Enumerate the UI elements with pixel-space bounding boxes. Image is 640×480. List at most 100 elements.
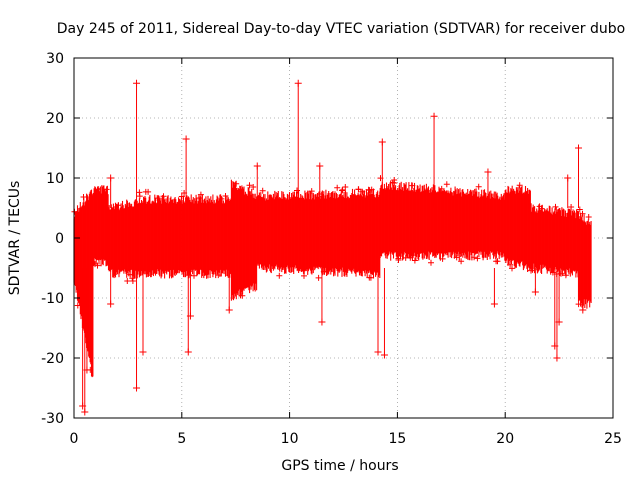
spike-marker [555, 318, 563, 326]
x-tick-label: 15 [388, 431, 406, 447]
spike-marker [374, 348, 382, 356]
data-point-marker [94, 186, 101, 193]
data-point-marker [516, 182, 523, 189]
data-point-marker [458, 258, 465, 265]
data-point-marker [391, 180, 398, 186]
data-point-marker [552, 203, 559, 210]
data-point-marker [507, 261, 514, 268]
data-point-marker [196, 195, 203, 201]
data-point-marker [334, 184, 341, 191]
data-point-marker [215, 272, 222, 279]
data-point-marker [191, 272, 197, 279]
x-tick-label: 5 [177, 431, 186, 447]
data-point-marker [136, 193, 143, 200]
data-point-marker [342, 184, 349, 190]
spike-marker [380, 351, 388, 359]
spike-marker [484, 168, 492, 176]
y-tick-label: 30 [46, 51, 64, 67]
data-point-marker [536, 203, 543, 210]
data-point-marker [294, 187, 300, 194]
x-tick-label: 25 [604, 431, 622, 447]
data-point-marker [367, 274, 374, 281]
data-point-marker [127, 271, 134, 278]
data-point-marker [250, 184, 257, 190]
data-point-marker [579, 210, 586, 217]
spike-marker [575, 144, 583, 152]
data-point-marker [233, 180, 240, 187]
spike-marker [186, 312, 194, 320]
data-point-marker [259, 187, 266, 194]
data-point-marker [315, 274, 322, 281]
y-tick-label: -10 [41, 291, 64, 307]
y-tick-label: -30 [41, 411, 64, 427]
spike-marker [107, 300, 115, 308]
data-point-marker [428, 259, 434, 266]
data-point-marker [154, 195, 161, 202]
data-series [71, 79, 592, 416]
spike-marker [253, 162, 261, 170]
spike-marker [182, 135, 190, 143]
data-point-marker [301, 272, 307, 279]
y-tick-label: 0 [55, 231, 64, 247]
data-point-marker [475, 183, 482, 190]
data-point-marker [443, 181, 450, 188]
spike-marker [378, 138, 386, 146]
axis-ticks: 0 5 10 15 20 25 -30 -20 -10 0 10 20 30 [41, 51, 622, 447]
data-point-marker [239, 292, 246, 299]
x-tick-label: 0 [70, 431, 79, 447]
data-point-marker [439, 255, 446, 262]
data-point-marker [409, 182, 416, 189]
spike-marker [184, 348, 192, 356]
data-point-marker [359, 188, 366, 195]
y-tick-label: -20 [41, 351, 64, 367]
data-point-marker [178, 193, 185, 200]
data-point-marker [438, 185, 445, 192]
data-point-marker [222, 193, 229, 199]
spike-marker [430, 112, 438, 120]
y-tick-label: 10 [46, 171, 64, 187]
spike-marker [133, 384, 141, 392]
data-point-marker [562, 272, 569, 279]
x-axis-label: GPS time / hours [281, 458, 398, 474]
y-tick-label: 20 [46, 111, 64, 127]
data-point-marker [145, 188, 152, 195]
data-point-marker [74, 302, 81, 309]
data-point-marker [407, 254, 414, 261]
data-point-marker [509, 265, 515, 272]
spike-marker [133, 79, 141, 87]
spike-marker [81, 408, 89, 416]
data-point-marker [276, 272, 283, 279]
spike-marker [490, 300, 498, 308]
spike-marker [225, 306, 233, 314]
data-point-marker [246, 182, 253, 189]
data-point-marker [80, 194, 87, 200]
data-point-marker [585, 214, 592, 220]
data-point-marker [395, 255, 402, 262]
data-point-marker [197, 191, 204, 198]
spike-marker [139, 348, 147, 356]
data-point-marker [218, 195, 225, 202]
data-point-marker [160, 193, 167, 200]
data-point-marker [308, 188, 315, 195]
data-point-marker [94, 262, 101, 269]
spike-marker [294, 79, 302, 87]
data-point-marker [115, 202, 122, 209]
x-tick-label: 20 [496, 431, 514, 447]
data-point-marker [355, 186, 362, 193]
spike-marker [531, 288, 539, 296]
x-tick-label: 10 [281, 431, 299, 447]
data-point-marker [339, 187, 346, 194]
data-point-marker [471, 254, 478, 261]
chart-title: Day 245 of 2011, Sidereal Day-to-day VTE… [57, 21, 625, 37]
data-point-marker [129, 278, 136, 284]
spike-marker [564, 174, 572, 182]
spike-marker [316, 162, 324, 170]
data-point-marker [576, 206, 583, 213]
data-point-marker [494, 258, 501, 265]
data-point-marker [186, 272, 193, 279]
data-point-marker [129, 275, 136, 282]
spike-marker [553, 354, 561, 362]
spike-marker [318, 318, 326, 326]
y-axis-label: SDTVAR / TECUs [7, 181, 23, 296]
